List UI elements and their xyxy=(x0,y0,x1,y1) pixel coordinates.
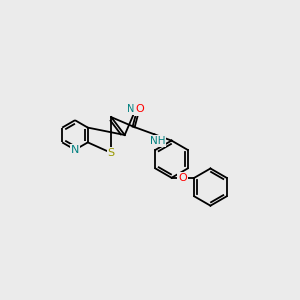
Text: O: O xyxy=(135,104,144,114)
Text: N: N xyxy=(71,145,79,155)
Text: O: O xyxy=(178,173,187,183)
Text: S: S xyxy=(108,148,115,158)
Text: NH₂: NH₂ xyxy=(127,104,145,114)
Text: NH: NH xyxy=(149,136,165,146)
